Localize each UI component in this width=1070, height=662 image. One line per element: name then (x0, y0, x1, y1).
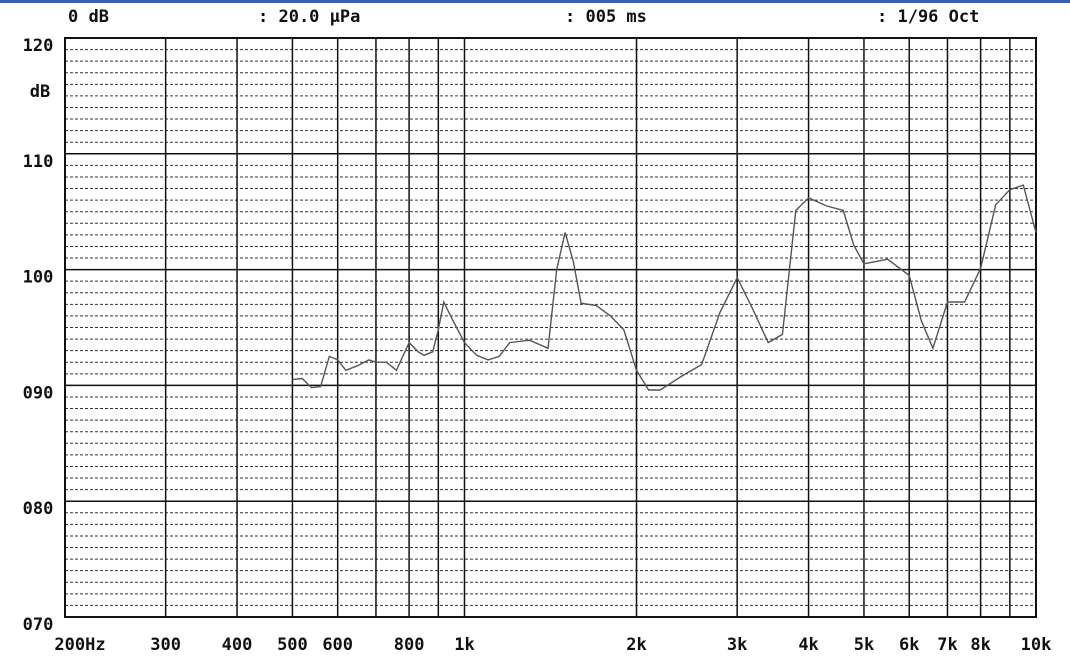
top-bar (0, 0, 1070, 3)
x-tick-label: 400 (222, 635, 253, 655)
x-tick-label: 1k (454, 635, 474, 655)
header-text: : 20.0 μPa (258, 7, 360, 27)
y-tick-label: 120 (23, 36, 54, 56)
x-tick-label: 3k (727, 635, 747, 655)
x-tick-label: 800 (394, 635, 425, 655)
y-axis-label: dB (30, 82, 50, 102)
x-tick-label: 5k (854, 635, 874, 655)
x-tick-label: 7k (937, 635, 957, 655)
x-tick-label: 200Hz (54, 635, 105, 655)
y-tick-label: 110 (23, 152, 54, 172)
x-tick-label: 6k (899, 635, 919, 655)
x-tick-label: 300 (150, 635, 181, 655)
x-tick-label: 10k (1021, 635, 1052, 655)
y-tick-label: 080 (23, 499, 54, 519)
header-text: 0 dB (68, 7, 109, 27)
x-tick-label: 2k (626, 635, 646, 655)
y-tick-label: 100 (23, 268, 54, 288)
x-tick-label: 500 (277, 635, 308, 655)
x-tick-label: 8k (970, 635, 990, 655)
data-line (292, 184, 1037, 391)
y-tick-label: 090 (23, 383, 54, 403)
header-text: : 1/96 Oct (877, 7, 979, 27)
x-tick-label: 4k (798, 635, 818, 655)
header-text: : 005 ms (565, 7, 647, 27)
plot-frame (64, 37, 1037, 618)
y-tick-label: 070 (23, 615, 54, 635)
x-tick-label: 600 (322, 635, 353, 655)
